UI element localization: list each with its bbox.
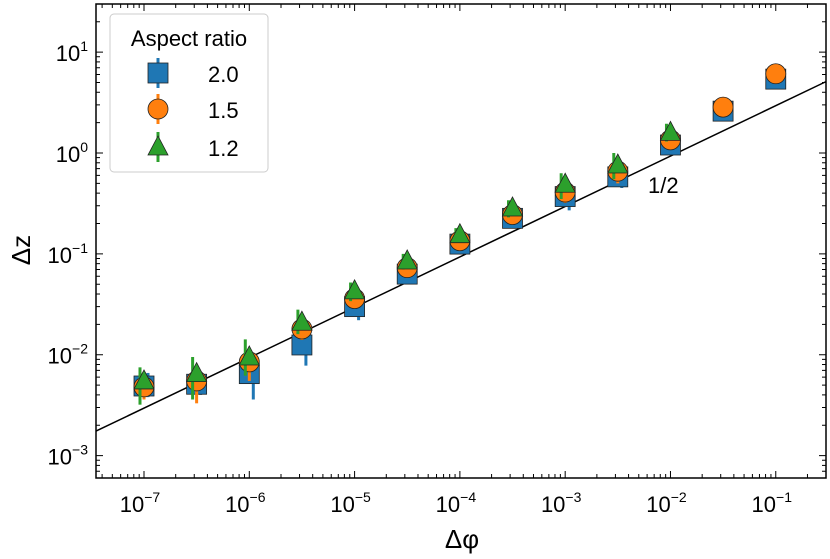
legend-marker-square [147,62,169,84]
x-tick-label: 10−6 [225,489,266,517]
data-point-triangle [501,196,524,217]
data-point-triangle [607,153,629,174]
legend-title: Aspect ratio [131,26,247,51]
data-point-triangle [659,120,682,141]
data-layer [133,63,787,405]
x-tick-label: 10−2 [646,489,687,517]
y-tick-label: 10−2 [48,341,89,369]
y-tick-label: 10−1 [48,240,89,268]
legend-label-1-2: 1.2 [208,136,239,161]
y-tick-label: 10−3 [48,442,89,470]
x-tick-label: 10−4 [436,489,477,517]
x-tick-label: 10−5 [330,489,371,517]
legend-marker-circle [147,98,169,120]
ticks-layer: 10−7 10−6 10−5 10−4 10−3 10−2 10−1 10−3 10−2 10−1… [48,3,826,517]
data-point-triangle [396,249,418,270]
y-tick-label: 101 [56,38,88,66]
data-point-circle [765,63,787,85]
data-point-triangle [185,361,208,383]
legend: Aspect ratio 2.0 1.5 1.2 [109,13,269,173]
data-point-triangle [238,345,260,366]
legend-marker-triangle [147,135,169,156]
legend-markers [147,58,169,162]
data-point-triangle [133,369,155,390]
plot-frame [95,3,827,479]
x-tick-label: 10−1 [752,489,793,517]
data-point-triangle [449,222,471,244]
data-point-triangle [343,278,366,300]
data-point-triangle [554,172,576,193]
x-tick-label: 10−7 [120,489,161,517]
slope-reference-line [95,80,827,432]
data-point-triangle [291,310,313,331]
series-1-2 [133,120,682,405]
slope-annotation: 1/2 [648,173,679,198]
data-point-circle [712,96,734,118]
legend-label-1-5: 1.5 [208,98,239,123]
reference-line-layer [95,80,827,432]
legend-box [109,13,269,173]
y-tick-label: 100 [56,139,88,167]
x-tick-label: 10−3 [541,489,582,517]
legend-label-2-0: 2.0 [208,62,239,87]
y-axis-title: Δz [6,235,36,265]
x-axis-title: Δφ [445,524,479,554]
